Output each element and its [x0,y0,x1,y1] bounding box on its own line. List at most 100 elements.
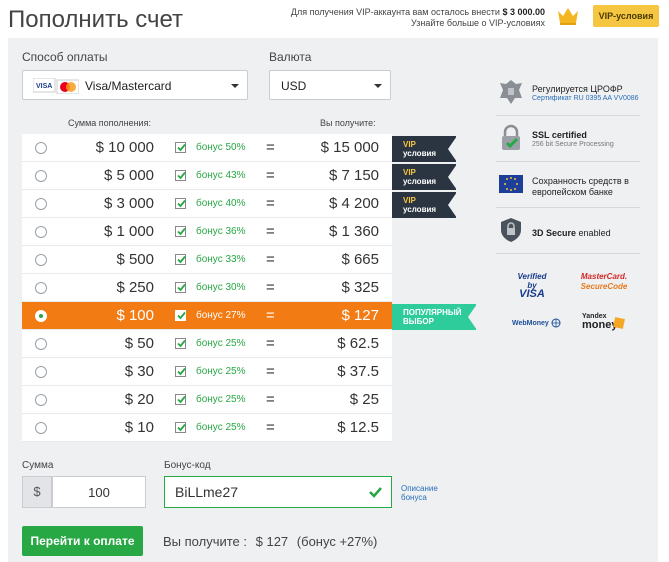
amount-radio[interactable] [35,282,47,294]
vip-note: Для получения VIP-аккаунта вам осталось … [291,7,545,29]
amount-radio[interactable] [35,338,47,350]
bonus-checkbox[interactable] [175,310,186,321]
webmoney-globe-icon [551,318,561,328]
amount-radio[interactable] [35,226,47,238]
amount-value: $ 30 [124,363,154,380]
amount-option-row[interactable]: $ 50 бонус 25% = $ 62.5 [22,330,392,358]
sum-label: Сумма [22,460,54,471]
amount-radio[interactable] [35,254,47,266]
equals-sign: = [266,279,275,296]
vip-conditions-button[interactable]: VIP-условия [593,5,659,27]
payment-method-label: Способ оплаты [22,50,108,64]
bonus-percent: бонус 40% [196,198,246,209]
amount-option-row[interactable]: $ 10 000 бонус 50% = $ 15 000 [22,134,392,162]
amount-option-row[interactable]: $ 10 бонус 25% = $ 12.5 [22,414,392,442]
amount-radio[interactable] [35,170,47,182]
amount-value: $ 1 000 [103,223,154,240]
amount-option-row[interactable]: $ 20 бонус 25% = $ 25 [22,386,392,414]
receive-value: $ 25 [349,391,379,408]
amount-option-row[interactable]: $ 1 000 бонус 36% = $ 1 360 [22,218,392,246]
amount-radio[interactable] [35,366,47,378]
equals-sign: = [266,223,275,240]
amount-option-row[interactable]: $ 30 бонус 25% = $ 37.5 [22,358,392,386]
crown-icon [558,8,578,25]
lock-icon [502,124,520,150]
yandex-logo-line1: Yandex [582,313,607,320]
vip-ribbon-top: VIP [403,140,416,149]
bonus-description-link[interactable]: Описание бонуса [401,484,438,502]
amount-option-row[interactable]: $ 250 бонус 30% = $ 325 [22,274,392,302]
amount-radio[interactable] [35,142,47,154]
promo-code-input[interactable] [164,476,392,508]
vip-ribbon-bottom: условия [403,149,437,158]
amount-radio[interactable] [35,422,47,434]
currency-prefix: $ [22,476,52,508]
vip-ribbon[interactable]: VIP условия [392,164,457,190]
page-title: Пополнить счет [8,6,184,33]
bonus-checkbox[interactable] [175,422,186,433]
bonus-percent: бонус 33% [196,254,246,265]
receive-value: $ 7 150 [328,167,379,184]
webmoney-text: WebMoney [512,319,549,327]
amount-column-header: Сумма пополнения: [68,118,151,128]
vip-ribbon-top: VIP [403,196,416,205]
bonus-checkbox[interactable] [175,198,186,209]
popular-ribbon-top: ПОПУЛЯРНЫЙ [403,308,462,317]
bonus-checkbox[interactable] [175,142,186,153]
check-icon [177,395,186,404]
regulation-badge: Регулируется ЦРОФР Сертификат RU 0395 AA… [496,70,640,116]
check-icon [177,367,186,376]
regulation-cert[interactable]: Сертификат RU 0395 AA VV0086 [532,95,639,102]
vip-ribbon[interactable]: VIP условия [392,192,457,218]
currency-select[interactable]: USD [269,70,391,100]
currency-label: Валюта [269,50,312,64]
popular-ribbon-bottom: ВЫБОР [403,317,434,326]
amount-radio[interactable] [35,198,47,210]
payment-method-select[interactable]: VISA Visa/Mastercard [22,70,248,100]
currency-value: USD [281,79,307,93]
ssl-title: SSL certified [532,130,587,140]
receive-value: $ 12.5 [337,419,379,436]
receive-value: $ 665 [341,251,379,268]
amount-value: $ 10 [124,419,154,436]
proceed-to-payment-button[interactable]: Перейти к оплате [22,526,143,556]
amount-value: $ 10 000 [95,139,154,156]
check-icon [177,283,186,292]
svg-text:VISA: VISA [36,83,52,90]
check-icon [177,339,186,348]
bonus-checkbox[interactable] [175,226,186,237]
bonus-percent: бонус 36% [196,226,246,237]
total-bonus: (бонус +27%) [296,534,378,549]
amount-radio[interactable] [35,394,47,406]
amount-option-row[interactable]: $ 100 бонус 27% = $ 127 [22,302,392,330]
amount-radio[interactable] [35,310,47,322]
amount-option-row[interactable]: $ 5 000 бонус 43% = $ 7 150 [22,162,392,190]
bonus-checkbox[interactable] [175,394,186,405]
mc-logo-line2: SecureCode [580,282,628,291]
bonus-checkbox[interactable] [175,338,186,349]
amount-option-row[interactable]: $ 500 бонус 33% = $ 665 [22,246,392,274]
amount-value: $ 5 000 [103,167,154,184]
visa-logo-line1: Verified by [517,272,547,290]
vip-ribbon[interactable]: VIP условия [392,136,457,162]
vip-more-link[interactable]: Узнайте больше о VIP-условиях [411,18,545,28]
receive-value: $ 37.5 [337,363,379,380]
equals-sign: = [266,139,275,156]
receive-value: $ 1 360 [328,223,379,240]
amount-option-row[interactable]: $ 3 000 бонус 40% = $ 4 200 [22,190,392,218]
receive-value: $ 127 [341,307,379,324]
sum-input[interactable] [52,476,146,508]
bonus-checkbox[interactable] [175,282,186,293]
amount-options-list: $ 10 000 бонус 50% = $ 15 000 $ 5 000 бо… [22,134,392,442]
promo-code-label: Бонус-код [164,460,211,471]
yandex-logo-line2: money [582,319,618,331]
chevron-down-icon [231,84,239,88]
bonus-checkbox[interactable] [175,254,186,265]
receive-value: $ 4 200 [328,195,379,212]
bonus-checkbox[interactable] [175,366,186,377]
verified-by-visa-logo: Verified by VISA [512,272,552,300]
check-icon [177,423,186,432]
bonus-percent: бонус 25% [196,366,246,377]
bonus-percent: бонус 50% [196,142,246,153]
bonus-checkbox[interactable] [175,170,186,181]
